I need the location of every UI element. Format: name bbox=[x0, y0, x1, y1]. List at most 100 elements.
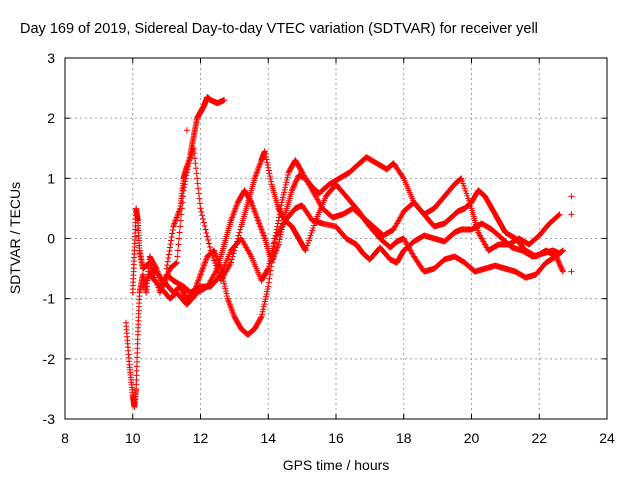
data-point-interp bbox=[167, 244, 174, 251]
data-point-interp bbox=[192, 160, 199, 167]
data-point-interp bbox=[399, 174, 406, 181]
data-point-interp bbox=[278, 228, 285, 235]
data-point-interp bbox=[262, 153, 269, 160]
data-point-interp bbox=[261, 301, 268, 308]
data-point-interp bbox=[306, 234, 313, 241]
data-point-interp bbox=[265, 167, 272, 174]
data-point bbox=[173, 259, 180, 266]
data-point-interp bbox=[266, 271, 273, 278]
data-point-interp bbox=[230, 250, 237, 257]
data-point-interp bbox=[264, 162, 271, 169]
data-point-interp bbox=[196, 195, 203, 202]
data-point-interp bbox=[202, 226, 209, 233]
data-point-interp bbox=[260, 303, 267, 310]
data-point-interp bbox=[196, 200, 203, 207]
data-point bbox=[556, 211, 563, 218]
x-tick-label: 24 bbox=[599, 430, 615, 446]
data-point-interp bbox=[216, 272, 223, 279]
data-point-interp bbox=[305, 240, 312, 247]
data-point bbox=[278, 199, 285, 206]
data-point-interp bbox=[459, 177, 466, 184]
data-point-interp bbox=[174, 247, 181, 254]
data-point-interp bbox=[554, 257, 561, 264]
data-point-interp bbox=[270, 243, 277, 250]
data-point bbox=[163, 265, 170, 272]
data-point-interp bbox=[309, 227, 316, 234]
data-point-interp bbox=[215, 270, 222, 277]
data-point-interp bbox=[279, 194, 286, 201]
data-point-interp bbox=[460, 180, 467, 187]
data-point-interp bbox=[283, 179, 290, 186]
data-point-interp bbox=[167, 241, 174, 248]
data-point-interp bbox=[291, 182, 298, 189]
x-tick-labels: 8 10 12 14 16 18 20 22 24 bbox=[61, 430, 615, 446]
data-point-interp bbox=[195, 190, 202, 197]
data-point-interp bbox=[201, 222, 208, 229]
y-tick-label: -2 bbox=[43, 351, 56, 367]
y-tick-label: 0 bbox=[47, 231, 55, 247]
x-axis-label: GPS time / hours bbox=[283, 457, 390, 473]
data-point-interp bbox=[268, 178, 275, 185]
data-point-interp bbox=[263, 291, 270, 298]
data-point bbox=[553, 253, 560, 260]
data-point-interp bbox=[282, 184, 289, 191]
data-point-interp bbox=[277, 231, 284, 238]
data-point-interp bbox=[261, 298, 268, 305]
data-point-interp bbox=[204, 233, 211, 240]
data-point-interp bbox=[310, 222, 317, 229]
data-point-interp bbox=[264, 288, 271, 295]
data-point-interp bbox=[268, 263, 275, 270]
data-point-interp bbox=[279, 223, 286, 230]
data-point-interp bbox=[310, 224, 317, 231]
data-point bbox=[183, 127, 190, 134]
data-point-interp bbox=[465, 195, 472, 202]
data-point-interp bbox=[558, 266, 565, 273]
data-point-interp bbox=[194, 175, 201, 182]
data-point bbox=[197, 205, 204, 212]
data-point-interp bbox=[174, 253, 181, 260]
data-point-interp bbox=[281, 189, 288, 196]
x-tick-label: 10 bbox=[125, 430, 141, 446]
data-point-interp bbox=[460, 182, 467, 189]
data-point-interp bbox=[234, 235, 241, 242]
data-point-interp bbox=[556, 259, 563, 266]
data-point-interp bbox=[274, 220, 281, 227]
x-tick-label: 8 bbox=[61, 430, 69, 446]
data-point-interp bbox=[263, 156, 270, 163]
data-point bbox=[559, 268, 566, 275]
data-point-interp bbox=[194, 180, 201, 187]
data-point-interp bbox=[279, 196, 286, 203]
data-point bbox=[559, 247, 566, 254]
data-point-interp bbox=[308, 229, 315, 236]
data-point-interp bbox=[222, 288, 229, 295]
data-point-interp bbox=[264, 286, 271, 293]
data-point-interp bbox=[276, 236, 283, 243]
y-tick-label: 3 bbox=[47, 50, 55, 66]
data-point-interp bbox=[175, 241, 182, 248]
data-point-interp bbox=[280, 191, 287, 198]
data-point-interp bbox=[147, 262, 154, 269]
data-point-interp bbox=[165, 251, 172, 258]
data-point-interp bbox=[262, 296, 269, 303]
data-point-interp bbox=[264, 159, 271, 166]
data-point-interp bbox=[275, 239, 282, 246]
data-point-interp bbox=[558, 248, 565, 255]
data-point-interp bbox=[169, 230, 176, 237]
data-point-interp bbox=[200, 219, 207, 226]
data-point-interp bbox=[298, 168, 305, 175]
x-tick-label: 16 bbox=[328, 430, 344, 446]
data-point-interp bbox=[200, 215, 207, 222]
data-point-interp bbox=[259, 311, 266, 318]
data-point-interp bbox=[218, 268, 225, 275]
data-point-interp bbox=[176, 229, 183, 236]
data-point-interp bbox=[237, 226, 244, 233]
data-point bbox=[275, 241, 282, 248]
data-point bbox=[568, 193, 575, 200]
data-point-interp bbox=[271, 239, 278, 246]
data-point-interp bbox=[273, 226, 280, 233]
data-point-interp bbox=[290, 184, 297, 191]
data-point-interp bbox=[205, 240, 212, 247]
data-point-interp bbox=[203, 229, 210, 236]
data-point-interp bbox=[191, 155, 198, 162]
data-point-interp bbox=[273, 229, 280, 236]
